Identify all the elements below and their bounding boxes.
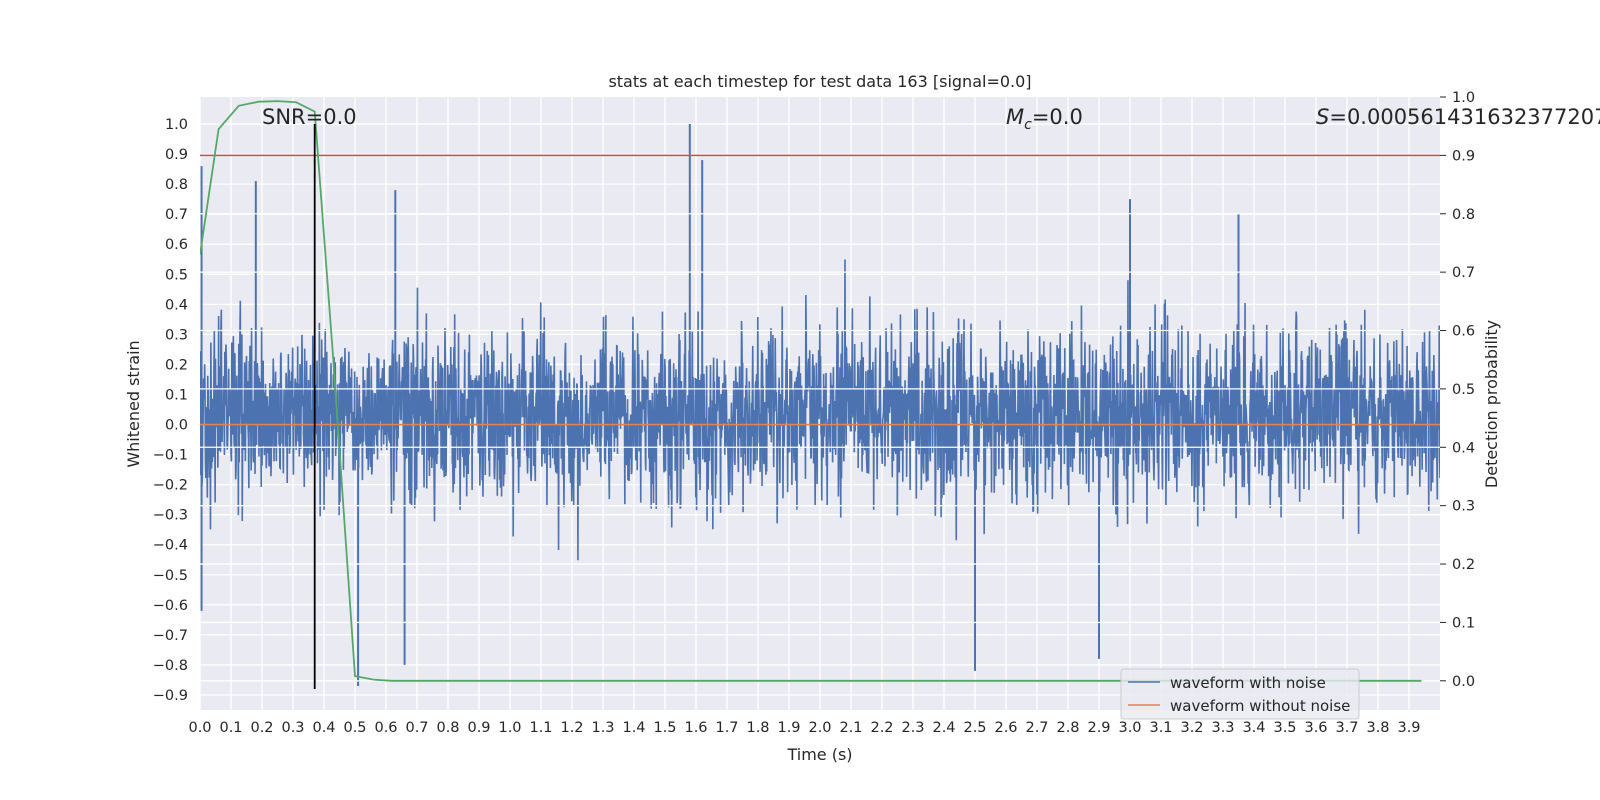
y-tick-label: 0.9	[165, 147, 188, 163]
y-tick-label: −0.9	[153, 688, 188, 704]
y-tick-label: 0.5	[165, 267, 188, 283]
x-tick-label: 3.1	[1149, 720, 1172, 736]
snr-annotation: SNR=0.0	[262, 105, 357, 129]
y-tick-label: −0.8	[153, 658, 188, 674]
x-tick-label: 3.7	[1335, 720, 1358, 736]
x-tick-label: 0.1	[219, 720, 242, 736]
x-tick-label: 2.2	[870, 720, 893, 736]
x-axis-ticks: 0.0 0.1 0.2 0.3 0.4 0.5 0.6 0.7 0.8 0.9 1.0 1.1 1.2 1…	[188, 720, 1420, 736]
x-tick-label: 3.3	[1211, 720, 1234, 736]
x-tick-label: 1.8	[746, 720, 769, 736]
x-tick-label: 0.7	[405, 720, 428, 736]
x-tick-label: 2.0	[808, 720, 831, 736]
y2-axis-label: Detection probability	[1482, 320, 1501, 488]
x-tick-label: 3.5	[1273, 720, 1296, 736]
x-tick-label: 2.9	[1087, 720, 1110, 736]
y2-tick-label: 0.5	[1452, 382, 1475, 398]
y2-tick-label: 1.0	[1452, 90, 1475, 106]
x-tick-label: 2.4	[932, 720, 955, 736]
x-tick-label: 1.7	[715, 720, 738, 736]
legend-label-noise: waveform with noise	[1170, 674, 1326, 692]
y2-tick-label: 0.3	[1452, 499, 1475, 515]
legend-box	[1120, 668, 1360, 720]
detection-probability-line	[200, 100, 1422, 682]
x-tick-label: 0.3	[281, 720, 304, 736]
x-tick-label: 2.6	[994, 720, 1017, 736]
x-tick-label: 0.2	[250, 720, 273, 736]
x-tick-label: 0.8	[436, 720, 459, 736]
y2-axis-ticks: 0.0 0.1 0.2 0.3 0.4 0.5 0.6 0.7 0.8 0.9 1.0	[1440, 90, 1475, 690]
y-tick-label: 0.1	[165, 387, 188, 403]
legend: waveform with noise waveform without noi…	[1120, 668, 1360, 720]
y-axis-ticks: −0.9 −0.8 −0.7 −0.6 −0.5 −0.4 −0.3 −0.2 −0.1 0.0 0…	[153, 117, 188, 704]
y-tick-label: −0.2	[153, 478, 188, 494]
y-tick-label: 0.7	[165, 207, 188, 223]
y-tick-label: 0.0	[165, 418, 188, 434]
x-tick-label: 0.5	[343, 720, 366, 736]
mc-symbol: M	[1006, 105, 1024, 129]
y2-tick-label: 0.2	[1452, 557, 1475, 573]
y-tick-label: 1.0	[165, 117, 188, 133]
y-tick-label: −0.7	[153, 628, 188, 644]
s-value: =0.0005614316323772075	[1329, 105, 1600, 129]
x-tick-label: 1.9	[777, 720, 800, 736]
x-tick-label: 0.4	[312, 720, 335, 736]
y2-tick-label: 0.4	[1452, 440, 1475, 456]
mc-annotation: Mc=0.0	[1006, 105, 1083, 133]
s-symbol: S	[1316, 105, 1329, 129]
x-tick-label: 3.8	[1366, 720, 1389, 736]
x-tick-label: 3.0	[1118, 720, 1141, 736]
x-tick-label: 1.1	[529, 720, 552, 736]
y-tick-label: −0.1	[153, 448, 188, 464]
chart-title: stats at each timestep for test data 163…	[608, 72, 1031, 91]
x-tick-label: 1.2	[560, 720, 583, 736]
y2-tick-label: 0.9	[1452, 148, 1475, 164]
x-tick-label: 2.8	[1056, 720, 1079, 736]
x-tick-label: 3.4	[1242, 720, 1265, 736]
x-tick-label: 2.7	[1025, 720, 1048, 736]
y-tick-label: 0.2	[165, 357, 188, 373]
x-tick-label: 1.0	[498, 720, 521, 736]
x-tick-label: 2.5	[963, 720, 986, 736]
y-tick-label: −0.3	[153, 508, 188, 524]
x-tick-label: 1.4	[622, 720, 645, 736]
x-tick-label: 3.6	[1304, 720, 1327, 736]
detection-probability-series	[200, 100, 1422, 682]
x-tick-label: 0.6	[374, 720, 397, 736]
y-axis-label: Whitened strain	[124, 340, 143, 467]
y2-tick-label: 0.8	[1452, 207, 1475, 223]
x-tick-label: 0.0	[188, 720, 211, 736]
x-tick-label: 0.9	[467, 720, 490, 736]
x-tick-label: 3.2	[1180, 720, 1203, 736]
y-tick-label: 0.8	[165, 177, 188, 193]
mc-subscript: c	[1024, 117, 1032, 133]
y-tick-label: 0.4	[165, 297, 188, 313]
y2-tick-label: 0.6	[1452, 324, 1475, 340]
x-tick-label: 2.1	[839, 720, 862, 736]
x-tick-label: 1.6	[684, 720, 707, 736]
x-tick-label: 2.3	[901, 720, 924, 736]
x-axis-label: Time (s)	[786, 745, 852, 764]
y2-tick-label: 0.0	[1452, 674, 1475, 690]
waveform-with-noise-series	[200, 124, 1440, 686]
y2-tick-label: 0.1	[1452, 615, 1475, 631]
legend-label-noiseless: waveform without noise	[1170, 697, 1350, 715]
x-tick-label: 3.9	[1397, 720, 1420, 736]
y-tick-label: −0.6	[153, 598, 188, 614]
y2-tick-label: 0.7	[1452, 265, 1475, 281]
y-tick-label: 0.6	[165, 237, 188, 253]
x-tick-label: 1.5	[653, 720, 676, 736]
waveform-with-noise-line	[200, 259, 1440, 561]
s-annotation: S=0.0005614316323772075	[1316, 105, 1600, 129]
y-tick-label: −0.4	[153, 538, 188, 554]
y-tick-label: −0.5	[153, 568, 188, 584]
mc-value: =0.0	[1032, 105, 1083, 129]
x-tick-label: 1.3	[591, 720, 614, 736]
y-tick-label: 0.3	[165, 327, 188, 343]
